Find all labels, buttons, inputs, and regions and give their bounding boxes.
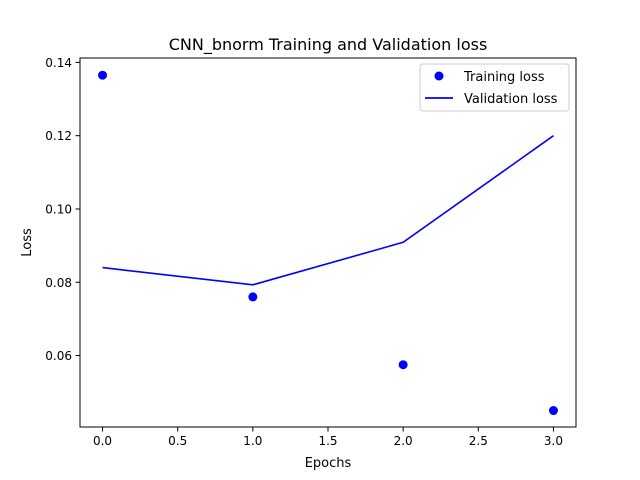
x-tick-label: 0.5 [168,434,187,448]
y-tick-label: 0.10 [45,202,72,216]
legend-label-validation-loss: Validation loss [464,92,558,107]
x-tick-label: 1.5 [318,434,337,448]
x-tick-label: 2.5 [469,434,488,448]
data-point-training-loss [248,292,258,302]
chart-title: CNN_bnorm Training and Validation loss [169,35,488,55]
y-tick-label: 0.06 [45,349,72,363]
y-axis-label: Loss [20,228,35,257]
legend-marker-training-loss [434,71,444,81]
y-tick-label: 0.14 [45,56,72,70]
y-tick-label: 0.12 [45,129,72,143]
x-tick-label: 1.0 [243,434,262,448]
x-axis-label: Epochs [305,456,352,471]
series-line-validation-loss [102,135,554,286]
legend-label-training-loss: Training loss [463,70,545,85]
legend: Training loss Validation loss [419,63,570,112]
series-layer [98,70,558,416]
data-point-training-loss [398,360,408,370]
data-point-training-loss [98,70,108,80]
x-tick-label: 2.0 [394,434,413,448]
legend-box [419,63,570,112]
x-axis: 0.0 0.5 1.0 1.5 2.0 2.5 3.0 [93,427,563,448]
y-axis: 0.06 0.08 0.10 0.12 0.14 [45,56,80,363]
x-tick-label: 0.0 [93,434,112,448]
data-point-training-loss [548,406,558,416]
y-tick-label: 0.08 [45,276,72,290]
x-tick-label: 3.0 [544,434,563,448]
